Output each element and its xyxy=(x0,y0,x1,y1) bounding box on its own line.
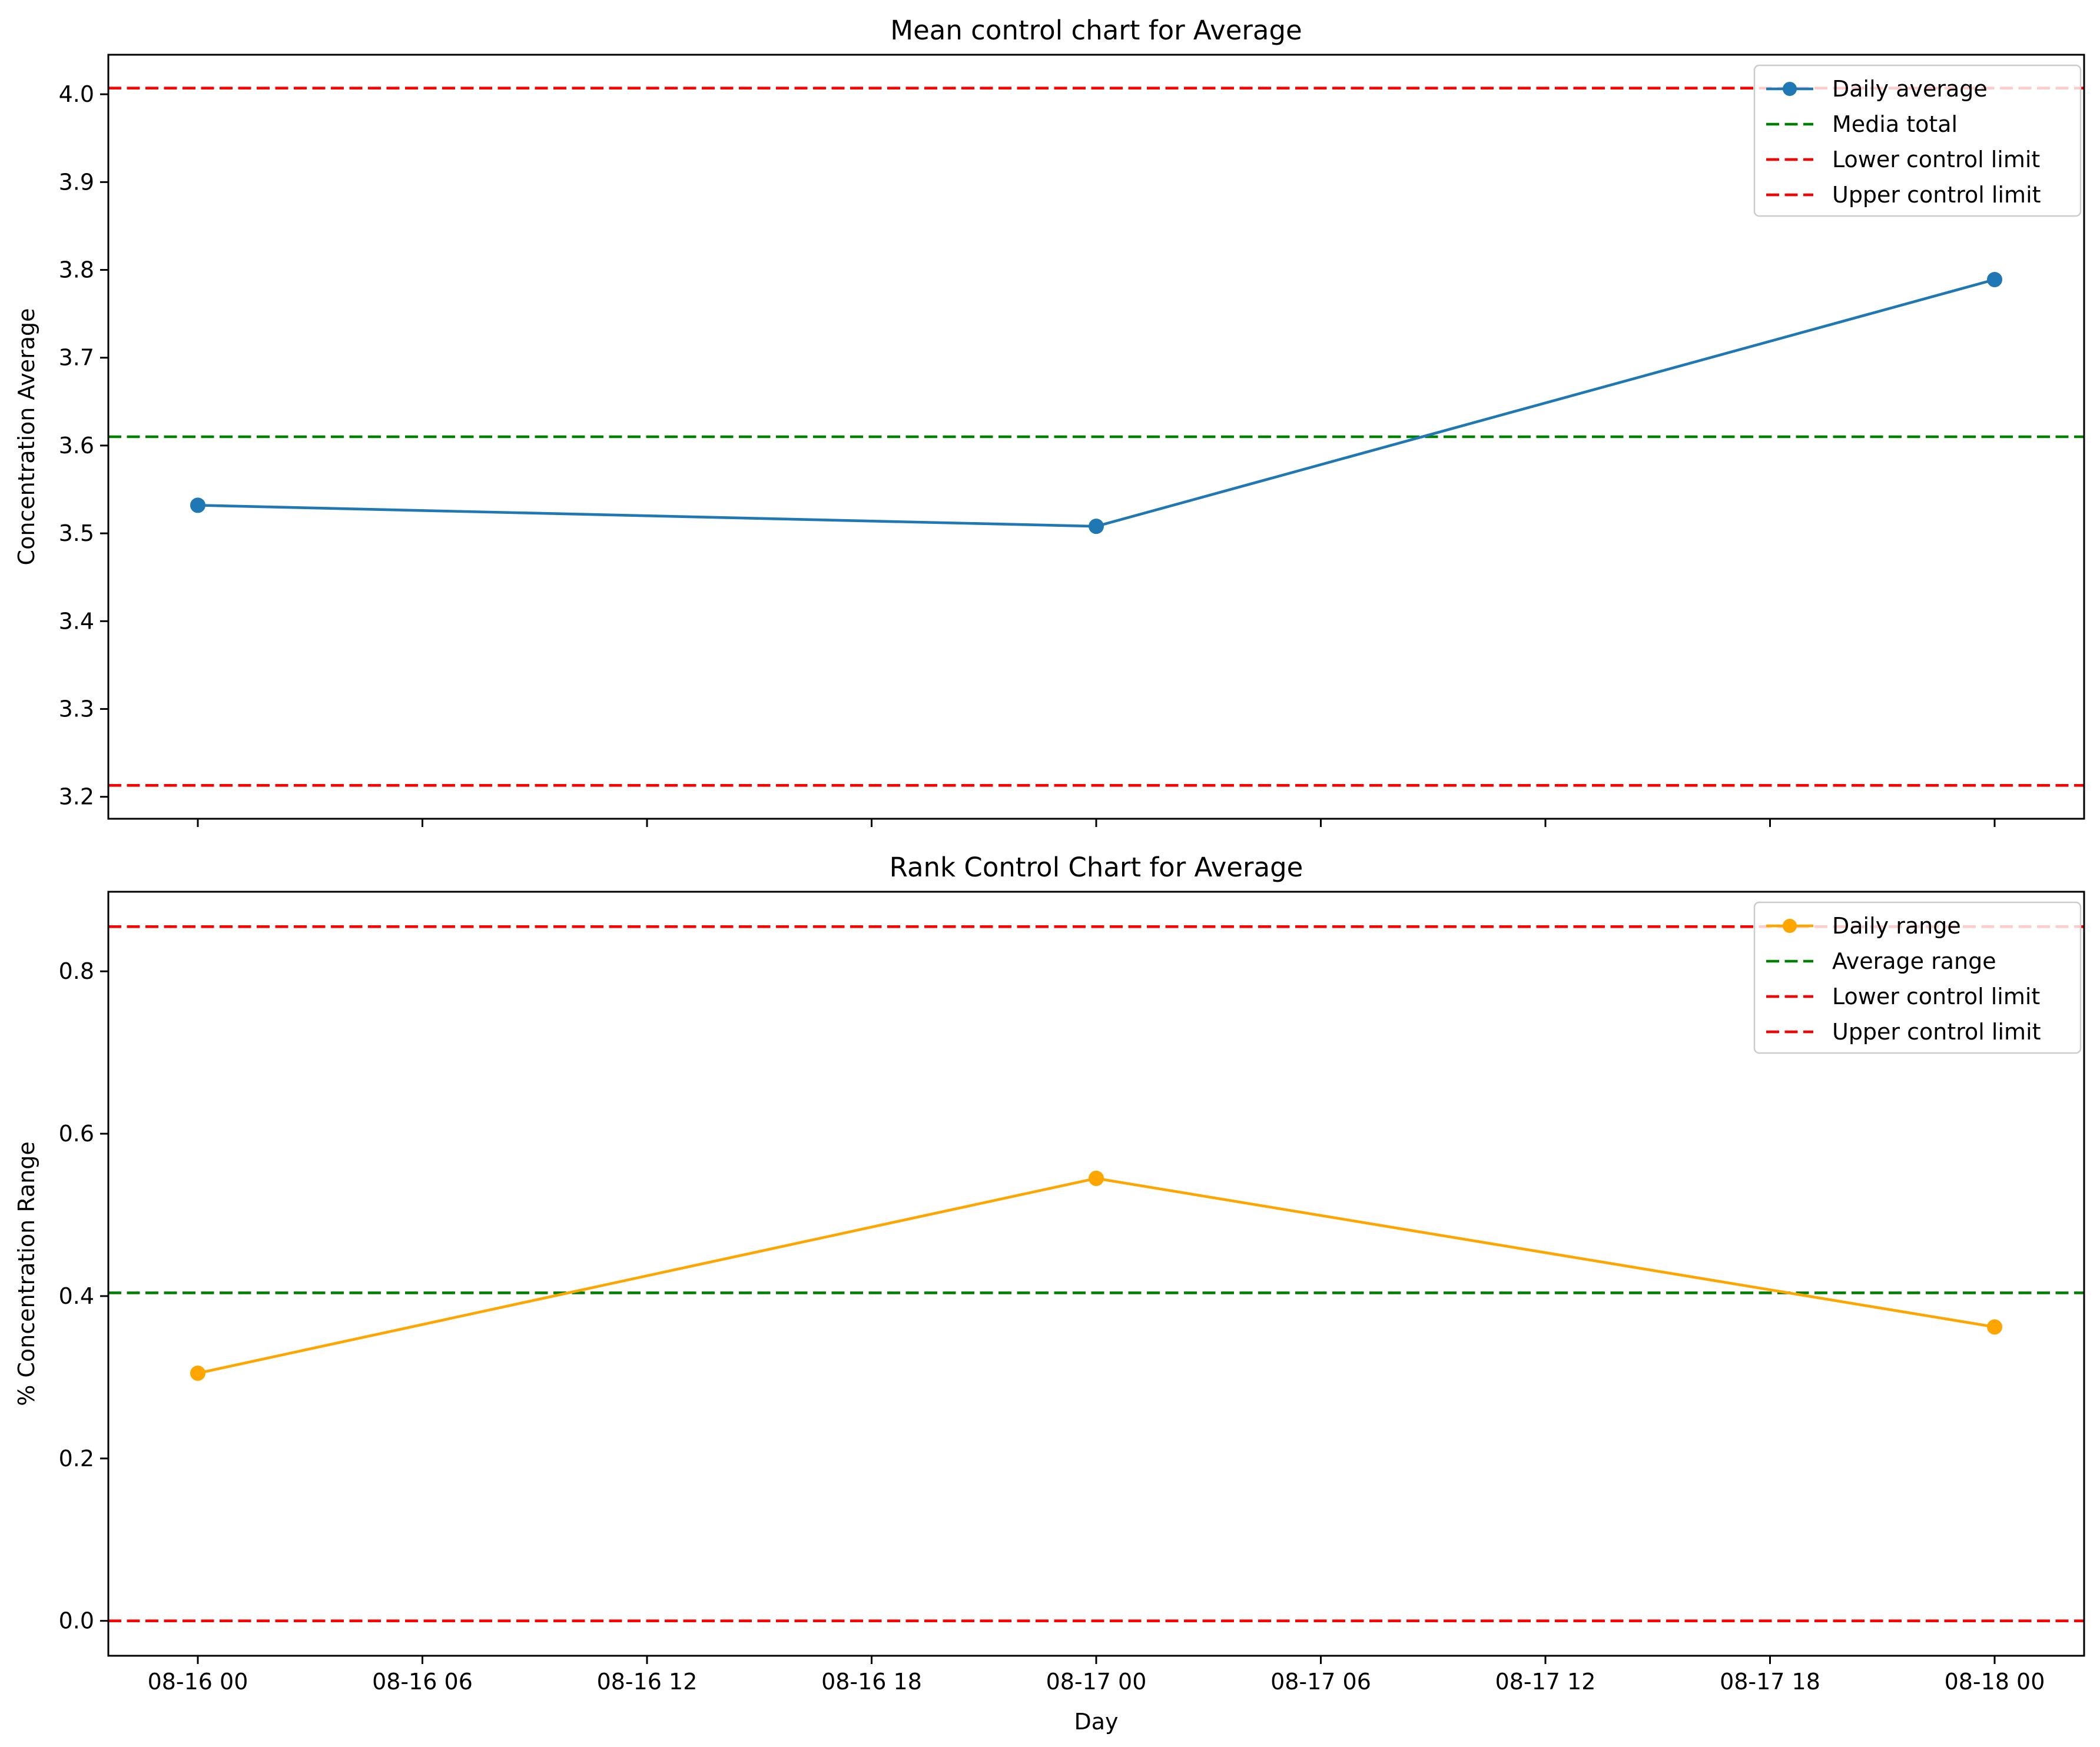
y-tick-label: 3.4 xyxy=(59,608,94,634)
data-point xyxy=(1987,271,2002,287)
legend-label: Media total xyxy=(1832,111,1958,137)
range-control-chart: Rank Control Chart for Average % Concentr… xyxy=(14,852,2085,1735)
y-tick-label: 3.9 xyxy=(59,169,94,195)
chart-title: Rank Control Chart for Average xyxy=(890,852,1303,883)
y-tick-label: 4.0 xyxy=(59,81,94,107)
legend-marker xyxy=(1783,82,1797,96)
x-tick-label: 08-16 12 xyxy=(597,1669,698,1695)
y-axis-label: Concentration Average xyxy=(14,308,39,566)
y-tick-label: 3.7 xyxy=(59,345,94,371)
legend-label: Upper control limit xyxy=(1832,1019,2041,1045)
x-tick-label: 08-16 18 xyxy=(821,1669,922,1695)
legend-label: Lower control limit xyxy=(1832,984,2040,1009)
y-tick-label: 3.6 xyxy=(59,433,94,459)
y-axis-label: % Concentration Range xyxy=(14,1141,39,1406)
plot-frame xyxy=(107,54,2085,820)
x-tick-label: 08-17 18 xyxy=(1720,1669,1820,1695)
x-tick-label: 08-17 06 xyxy=(1270,1669,1371,1695)
legend-box xyxy=(1753,64,2082,217)
legend-box xyxy=(1753,901,2082,1054)
y-tick-label: 0.8 xyxy=(59,958,94,984)
legend-label: Lower control limit xyxy=(1832,147,2040,172)
y-tick-label: 3.2 xyxy=(59,784,94,810)
legend-label: Upper control limit xyxy=(1832,182,2041,208)
data-point xyxy=(190,497,205,513)
y-tick-label: 0.2 xyxy=(59,1446,94,1472)
mean-control-chart: Mean control chart for Average Concentrat… xyxy=(14,15,2085,827)
x-axis-label: Day xyxy=(1074,1709,1118,1735)
y-tick-label: 0.6 xyxy=(59,1121,94,1147)
y-tick-label: 3.3 xyxy=(59,696,94,722)
y-tick-label: 3.5 xyxy=(59,520,94,546)
legend-marker xyxy=(1783,919,1797,933)
plot-frame xyxy=(107,891,2085,1657)
legend: Daily range Average range Lower control li… xyxy=(1753,901,2082,1054)
y-tick-label: 3.8 xyxy=(59,257,94,283)
data-point xyxy=(1987,1319,2002,1335)
y-tick-label: 0.0 xyxy=(59,1608,94,1634)
x-tick-label: 08-18 00 xyxy=(1945,1669,2045,1695)
x-tick-label: 08-16 00 xyxy=(148,1669,248,1695)
x-tick-label: 08-17 12 xyxy=(1495,1669,1596,1695)
legend-label: Average range xyxy=(1832,948,1996,974)
legend-label: Daily range xyxy=(1832,913,1961,939)
legend-label: Daily average xyxy=(1832,76,1988,102)
data-point xyxy=(1089,1170,1104,1186)
chart-title: Mean control chart for Average xyxy=(890,15,1302,46)
x-tick-label: 08-16 06 xyxy=(372,1669,473,1695)
x-tick-label: 08-17 00 xyxy=(1046,1669,1147,1695)
data-point xyxy=(190,1365,205,1381)
y-tick-label: 0.4 xyxy=(59,1283,94,1309)
legend: Daily average Media total Lower control li… xyxy=(1753,64,2082,217)
data-point xyxy=(1089,519,1104,534)
